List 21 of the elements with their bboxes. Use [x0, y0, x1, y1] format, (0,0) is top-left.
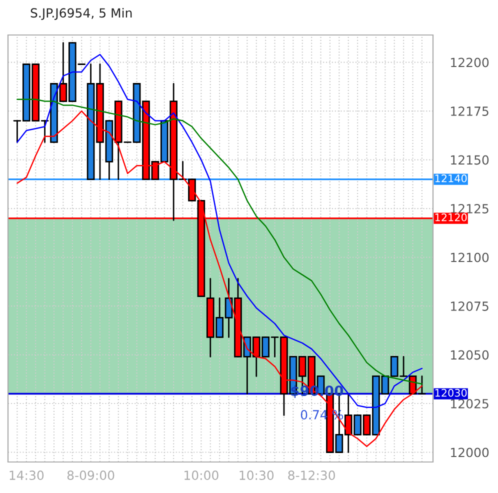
y-tick-label: 12000 [451, 448, 489, 458]
x-tick-label: 10:30 [240, 470, 274, 480]
line-series [16, 54, 423, 408]
y-tick-label: 12100 [451, 252, 489, 262]
x-tick-label: 8-09:00 [67, 470, 114, 480]
y-tick-label: 12075 [451, 301, 488, 311]
y-tick-label: 12125 [451, 204, 488, 214]
x-tick-label: 14:30 [10, 470, 44, 480]
y-tick-label: 12025 [451, 398, 488, 408]
ref-line-label: 12120 [435, 213, 467, 222]
line-series [16, 98, 423, 385]
ref-line-label: 12030 [435, 388, 467, 397]
y-tick-label: 12175 [451, 106, 488, 116]
x-tick-label: 10:00 [184, 470, 218, 480]
y-tick-label: 12050 [451, 350, 489, 360]
chart-title: S.JP.J6954, 5 Min [30, 8, 132, 20]
annotation: $90.00 [291, 385, 344, 398]
y-tick-label: 12200 [451, 58, 489, 68]
ref-line-label: 12140 [435, 174, 467, 182]
y-tick-label: 12150 [451, 155, 489, 165]
x-tick-label: 8-12:30 [288, 470, 335, 480]
